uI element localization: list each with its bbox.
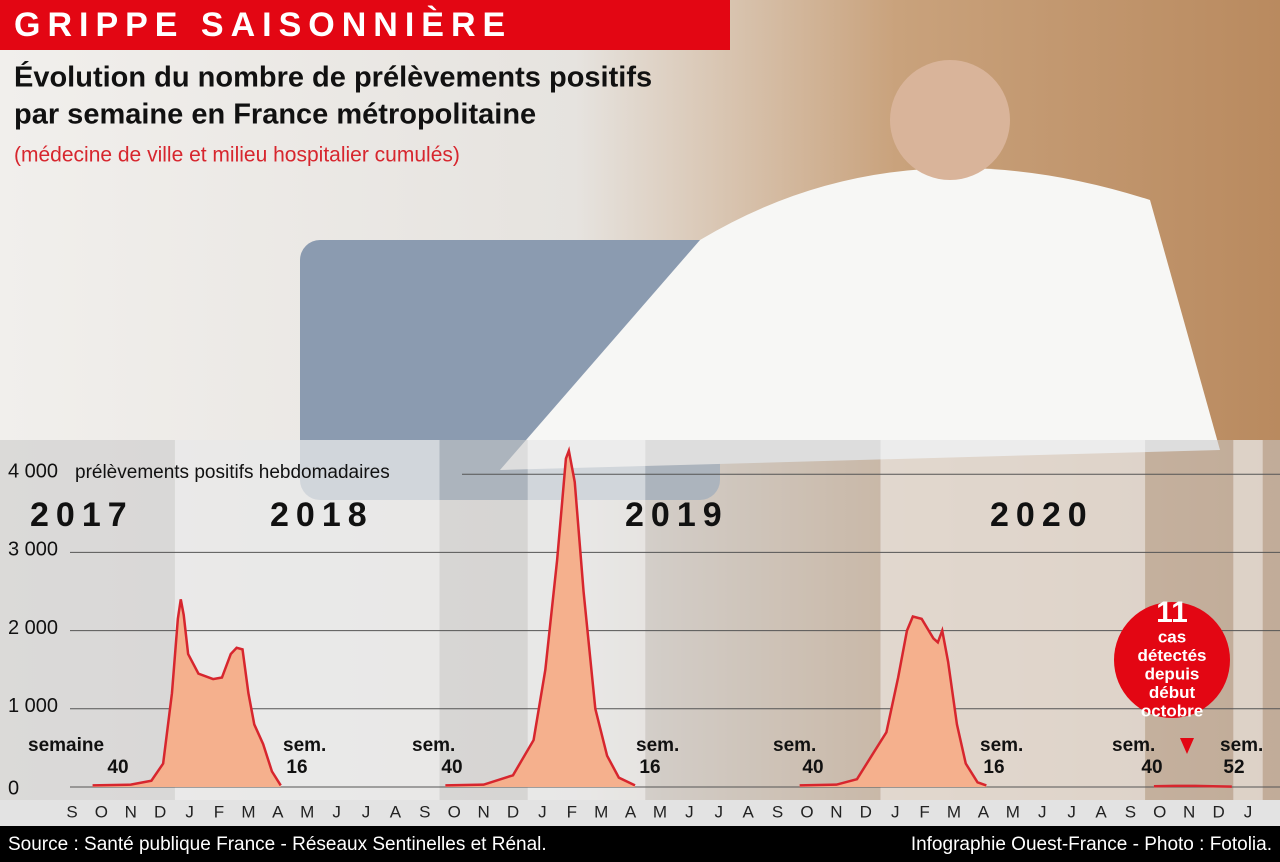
note: (médecine de ville et milieu hospitalier… xyxy=(14,144,460,167)
x-tick-label: J xyxy=(715,802,724,821)
year-label: 2019 xyxy=(625,496,729,534)
x-tick-label: M xyxy=(947,802,961,821)
x-tick-label: M xyxy=(594,802,608,821)
x-tick-label: M xyxy=(241,802,255,821)
year-label: 2020 xyxy=(990,496,1094,534)
week-label: 16 xyxy=(286,757,307,778)
callout-number: 11 xyxy=(1156,596,1188,629)
x-tick-label: A xyxy=(978,802,990,821)
callout-bubble xyxy=(1114,602,1230,718)
week-label: 40 xyxy=(107,757,128,778)
x-tick-label: J xyxy=(185,802,194,821)
x-tick-label: J xyxy=(1038,802,1047,821)
x-tick-label: J xyxy=(1067,802,1076,821)
x-tick-label: A xyxy=(390,802,402,821)
title-bar xyxy=(0,0,730,50)
x-tick-label: D xyxy=(860,802,872,821)
x-tick-label: M xyxy=(1006,802,1020,821)
y-axis-label: prélèvements positifs hebdomadaires xyxy=(75,462,390,483)
x-tick-label: J xyxy=(362,802,371,821)
x-tick-label: J xyxy=(332,802,341,821)
week-label: sem. xyxy=(773,735,816,756)
footer-bar xyxy=(0,826,1280,862)
source: Source : Santé publique France - Réseaux… xyxy=(8,834,547,855)
x-tick-label: J xyxy=(685,802,694,821)
x-tick-label: N xyxy=(477,802,489,821)
week-label: 16 xyxy=(983,757,1004,778)
month-strip xyxy=(0,800,1280,826)
x-tick-label: J xyxy=(538,802,547,821)
x-tick-label: N xyxy=(125,802,137,821)
x-tick-label: O xyxy=(448,802,461,821)
week-label: sem. xyxy=(1220,735,1263,756)
y-tick-label: 0 xyxy=(8,777,19,799)
x-tick-label: A xyxy=(272,802,284,821)
x-tick-label: D xyxy=(507,802,519,821)
x-tick-label: D xyxy=(154,802,166,821)
year-label: 2017 xyxy=(30,496,134,534)
week-label: sem. xyxy=(636,735,679,756)
x-tick-label: S xyxy=(419,802,430,821)
x-tick-label: S xyxy=(1125,802,1136,821)
year-label: 2018 xyxy=(270,496,374,534)
x-tick-label: F xyxy=(214,802,224,821)
x-tick-label: O xyxy=(800,802,813,821)
x-tick-label: A xyxy=(1095,802,1107,821)
x-tick-label: J xyxy=(891,802,900,821)
y-tick-label: 2 000 xyxy=(8,617,58,639)
callout-text: détectés xyxy=(1138,646,1207,665)
x-tick-label: F xyxy=(919,802,929,821)
week-label: sem. xyxy=(980,735,1023,756)
subtitle: Évolution du nombre de prélèvements posi… xyxy=(14,60,652,94)
x-tick-label: N xyxy=(830,802,842,821)
x-tick-label: M xyxy=(300,802,314,821)
x-tick-label: O xyxy=(95,802,108,821)
x-tick-label: O xyxy=(1153,802,1166,821)
x-tick-label: A xyxy=(743,802,755,821)
line xyxy=(92,446,1232,788)
x-tick-label: J xyxy=(1244,802,1253,821)
week-label: 40 xyxy=(802,757,823,778)
callout-text: octobre xyxy=(1141,701,1203,720)
callout-text: début xyxy=(1149,683,1196,702)
x-tick-label: S xyxy=(66,802,77,821)
chart: 0 1 000 2 000 3 000 4 000 prélèvements positi… xyxy=(8,440,1280,821)
callout-pointer xyxy=(1180,738,1194,754)
week-label: 40 xyxy=(1141,757,1162,778)
credit: Infographie Ouest-France - Photo : Fotol… xyxy=(911,834,1272,855)
x-tick-label: D xyxy=(1212,802,1224,821)
callout-text: cas xyxy=(1158,627,1186,646)
week-label: 52 xyxy=(1223,757,1244,778)
blanket xyxy=(500,168,1220,470)
y-tick-label: 4 000 xyxy=(8,460,58,482)
week-label: semaine xyxy=(28,735,104,756)
x-tick-label: S xyxy=(772,802,783,821)
person-head xyxy=(890,60,1010,180)
y-tick-label: 1 000 xyxy=(8,695,58,717)
week-label: sem. xyxy=(412,735,455,756)
week-label: sem. xyxy=(1112,735,1155,756)
subtitle: par semaine en France métropolitaine xyxy=(14,99,536,131)
x-tick-label: A xyxy=(625,802,637,821)
week-label: sem. xyxy=(283,735,326,756)
x-tick-label: F xyxy=(567,802,577,821)
season-band xyxy=(1233,440,1263,800)
y-tick-label: 3 000 xyxy=(8,539,58,561)
week-label: 16 xyxy=(639,757,660,778)
callout-text: depuis xyxy=(1145,664,1200,683)
x-tick-label: N xyxy=(1183,802,1195,821)
week-label: 40 xyxy=(441,757,462,778)
x-tick-label: M xyxy=(653,802,667,821)
area xyxy=(92,450,1232,787)
title: GRIPPE SAISONNIÈRE xyxy=(14,6,512,44)
